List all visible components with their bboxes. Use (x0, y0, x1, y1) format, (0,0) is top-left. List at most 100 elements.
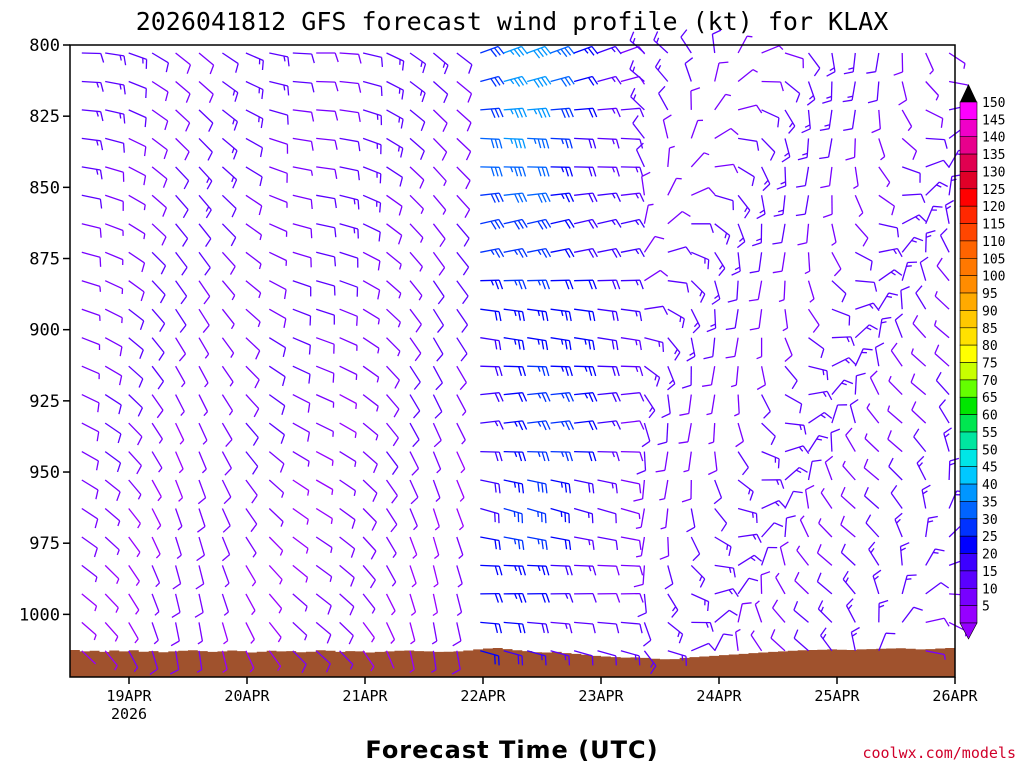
wind-barb (198, 251, 211, 276)
wind-barb (386, 223, 403, 245)
wind-barb (151, 565, 161, 588)
colorbar-swatch (959, 171, 978, 190)
wind-barb (761, 422, 776, 446)
wind-barb (169, 650, 180, 675)
wind-barb (629, 31, 645, 54)
wind-barb (620, 420, 645, 430)
wind-barb (409, 422, 420, 448)
wind-barb (198, 81, 214, 104)
wind-barb (269, 109, 289, 125)
wind-barb (901, 137, 918, 160)
wind-barb (221, 251, 236, 275)
wind-barb (316, 109, 339, 121)
wind-barb (574, 308, 596, 322)
wind-barb (386, 365, 400, 389)
wind-barb (480, 365, 503, 377)
wind-barb (409, 337, 422, 362)
colorbar-label: 65 (982, 391, 998, 406)
wind-barb (432, 81, 449, 104)
wind-barb (526, 45, 552, 59)
wind-barb (887, 405, 903, 424)
wind-barb (644, 337, 665, 352)
wind-barb (925, 229, 936, 253)
colorbar-label: 40 (982, 478, 998, 493)
wind-barb (658, 85, 669, 111)
wind-barb (620, 218, 645, 228)
wind-barb (151, 451, 163, 473)
wind-barb (784, 109, 796, 134)
colorbar-swatch (959, 136, 978, 155)
wind-barb (175, 365, 186, 388)
wind-barb (761, 500, 786, 510)
wind-barb (925, 548, 945, 566)
wind-barb (198, 137, 213, 161)
wind-barb (292, 194, 313, 210)
wind-barb (175, 394, 185, 417)
colorbar-label: 125 (982, 183, 1005, 198)
wind-barb (822, 81, 833, 104)
wind-barb (735, 422, 745, 448)
wind-barb (339, 422, 357, 438)
wind-barb (708, 423, 716, 445)
wind-barb (620, 192, 645, 202)
wind-barb (456, 565, 463, 588)
wind-barb (925, 109, 944, 128)
wind-barb (221, 280, 236, 301)
wind-barb (574, 450, 597, 462)
wind-barb (784, 365, 798, 390)
wind-barb (845, 138, 856, 161)
wind-barb (386, 394, 400, 418)
wind-barb (292, 394, 311, 413)
wind-barb (480, 392, 504, 403)
wind-barb (550, 247, 575, 258)
wind-barb (784, 466, 808, 481)
wind-barb (661, 394, 671, 419)
x-tick-year: 2026 (111, 705, 147, 723)
wind-barb (198, 280, 211, 305)
wind-barb (339, 507, 356, 529)
wind-barb (362, 650, 375, 672)
wind-barb (635, 536, 646, 558)
wind-barb (527, 536, 548, 550)
wind-barb (128, 109, 147, 128)
wind-barb (105, 137, 125, 153)
wind-barb (784, 490, 803, 509)
wind-barb (104, 621, 119, 642)
wind-barb (620, 479, 642, 494)
wind-barb (362, 80, 383, 97)
wind-barb (714, 508, 728, 532)
wind-barb (597, 107, 621, 118)
wind-barb (863, 486, 880, 509)
colorbar-swatch (959, 570, 978, 589)
wind-barb (128, 451, 142, 475)
wind-barb (503, 507, 524, 524)
wind-barb (151, 52, 170, 73)
wind-barb (315, 308, 335, 325)
wind-barb (151, 622, 159, 645)
wind-barb (620, 650, 641, 666)
wind-barb (245, 479, 258, 504)
wind-barb (714, 588, 739, 597)
wind-barb (754, 600, 763, 623)
wind-barb (409, 280, 423, 301)
wind-barb (339, 223, 359, 239)
colorbar-swatch (959, 379, 978, 398)
wind-barb (81, 451, 100, 471)
wind-barb (781, 138, 791, 163)
wind-barb (104, 308, 123, 324)
wind-barb (574, 592, 597, 603)
wind-barb (81, 479, 99, 500)
wind-barb (770, 629, 786, 652)
wind-barb (826, 52, 836, 77)
wind-barb (597, 592, 621, 603)
wind-barb (760, 571, 771, 594)
wind-barb (431, 622, 438, 645)
wind-barb (574, 392, 598, 403)
wind-barb (641, 422, 651, 448)
wind-barb (934, 290, 950, 310)
wind-barb (81, 621, 97, 641)
wind-barb (702, 366, 716, 387)
wind-barb (362, 308, 380, 325)
wind-barb (456, 394, 467, 416)
